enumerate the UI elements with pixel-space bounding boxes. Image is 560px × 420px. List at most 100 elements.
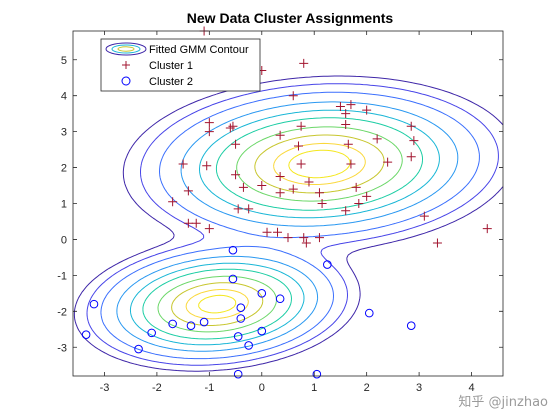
- y-tick-label: 2: [61, 163, 67, 175]
- cluster-1-point: [335, 101, 345, 111]
- cluster-2-point: [312, 369, 322, 379]
- axes: -3 -2 -1 0 1 2 3 4 -3 -2 -1 0 1 2 3 4 5: [57, 30, 504, 394]
- cluster-2-point: [257, 289, 267, 298]
- cluster-1-point: [288, 184, 298, 194]
- cluster-2-point: [257, 326, 267, 336]
- contour-level-10: [198, 149, 351, 314]
- cluster-1-point: [204, 224, 214, 234]
- cluster-2-point: [186, 321, 196, 330]
- legend-marker-cluster-1: [122, 61, 130, 69]
- y-tick-label: 5: [61, 55, 67, 67]
- chart-title: New Data Cluster Assignments: [187, 10, 394, 26]
- cluster-1-point: [204, 118, 214, 128]
- cluster-1-point: [354, 199, 364, 208]
- x-tick-label: -2: [152, 382, 162, 394]
- cluster-1-point: [406, 152, 416, 162]
- cluster-1-point: [317, 199, 327, 208]
- x-tick-label: -3: [100, 382, 110, 394]
- cluster-2-point: [89, 299, 99, 309]
- x-tick-label: 1: [311, 382, 317, 394]
- y-tick-label: -2: [57, 306, 67, 318]
- cluster-2-point: [233, 369, 243, 379]
- cluster-1-point: [304, 177, 314, 187]
- cluster-1-point: [233, 204, 243, 214]
- contour-level-2: [86, 83, 499, 366]
- cluster-1-point: [283, 233, 293, 243]
- cluster-1-point: [346, 159, 356, 169]
- y-tick-label: -1: [57, 270, 67, 282]
- cluster-2-point: [275, 294, 285, 304]
- legend: Fitted GMM Contour Cluster 1 Cluster 2: [100, 38, 261, 92]
- cluster-2-point: [406, 321, 416, 330]
- cluster-2-point: [236, 314, 246, 323]
- gmm-contours: [73, 75, 504, 372]
- x-tick-label: 3: [416, 382, 422, 394]
- cluster-1-point: [257, 181, 267, 191]
- y-tick-label: 0: [61, 234, 67, 246]
- contour-level-4: [116, 101, 459, 352]
- cluster-1-point: [482, 224, 492, 234]
- legend-marker-cluster-2: [121, 76, 131, 86]
- cluster-2-point: [244, 341, 253, 350]
- cluster-1-point: [231, 139, 241, 149]
- cluster-1-point: [341, 206, 351, 216]
- cluster-1-point: [273, 227, 283, 237]
- cluster-1-point: [314, 233, 324, 243]
- x-tick-label: 0: [259, 382, 265, 394]
- cluster-1-point: [406, 121, 416, 131]
- cluster-1-point: [231, 170, 241, 180]
- cluster-1-point: [314, 188, 324, 198]
- contour-level-7: [157, 126, 403, 333]
- y-tick-label: 4: [61, 91, 67, 103]
- cluster-1-point: [288, 91, 298, 101]
- cluster-2-point: [233, 332, 243, 341]
- cluster-1-point: [372, 134, 382, 144]
- watermark: 知乎 @jinzhao: [458, 394, 548, 410]
- cluster-2-point: [199, 317, 209, 327]
- cluster-1-point: [343, 139, 353, 149]
- cluster-1-point: [168, 197, 178, 207]
- cluster-1-point: [244, 204, 254, 214]
- legend-contour-swatch: [105, 42, 147, 56]
- cluster-1-point: [202, 161, 212, 171]
- cluster-1-point: [191, 218, 201, 228]
- contour-level-8: [171, 134, 385, 326]
- x-tick-label: 2: [364, 382, 370, 394]
- cluster-2-point: [228, 245, 238, 255]
- cluster-1-point: [299, 233, 309, 243]
- cluster-2-point: [81, 330, 91, 339]
- cluster-1-point: [204, 127, 214, 137]
- cluster-1-point: [293, 141, 303, 151]
- cluster-1-point: [362, 191, 372, 201]
- cluster-1-point: [351, 182, 361, 192]
- x-tick-label: 4: [468, 382, 474, 394]
- cluster-2-point: [323, 260, 332, 269]
- cluster-2-point: [168, 319, 177, 329]
- legend-label-cluster-1: Cluster 1: [149, 60, 193, 72]
- cluster-1-point: [432, 238, 442, 248]
- cluster-2-point: [147, 328, 156, 338]
- cluster-1-point: [183, 186, 193, 196]
- contour-level-1: [73, 75, 504, 372]
- contour-level-6: [142, 117, 423, 340]
- cluster-2-point: [134, 344, 143, 354]
- cluster-2-point: [364, 308, 374, 318]
- cluster-1-point: [296, 159, 306, 169]
- cluster-2-point: [228, 274, 238, 284]
- y-tick-label: 1: [61, 199, 67, 211]
- contour-level-5: [129, 109, 440, 346]
- cluster-2-point: [236, 303, 246, 313]
- cluster-1-point: [225, 123, 235, 133]
- legend-label-contour: Fitted GMM Contour: [149, 44, 249, 56]
- cluster-1-point: [383, 157, 393, 167]
- cluster-1-point: [299, 58, 309, 68]
- cluster-1-point: [301, 238, 311, 248]
- cluster-1-point: [228, 121, 238, 131]
- cluster-1-point: [296, 121, 306, 131]
- y-tick-label: -3: [57, 342, 67, 354]
- cluster-1-point: [275, 188, 285, 198]
- x-tick-label: -1: [204, 382, 214, 394]
- cluster-1-point: [178, 159, 188, 169]
- cluster-1-point: [275, 130, 285, 140]
